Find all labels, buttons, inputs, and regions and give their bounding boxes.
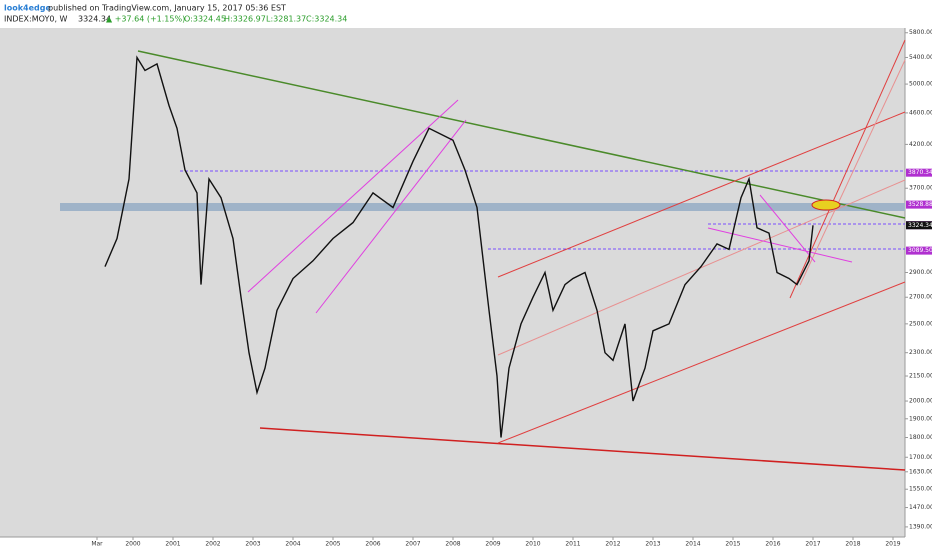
channel-line: [759, 194, 816, 263]
price-label-box: [906, 246, 932, 255]
y-tick-label: 3700.00: [909, 185, 932, 192]
channel-line: [247, 99, 459, 293]
y-tick-label: 4600.00: [909, 109, 932, 116]
symbol: INDEX:MOY0, W: [4, 15, 68, 24]
support-band: [60, 203, 905, 211]
y-tick-label: 2150.00: [909, 373, 932, 380]
x-tick-label: 2017: [805, 541, 820, 548]
y-tick-label: 2900.00: [909, 269, 932, 276]
change: ▲ +37.64 (+1.15%): [106, 15, 185, 24]
x-tick-label: 2010: [525, 541, 540, 548]
trend-line: [259, 427, 906, 471]
x-tick-label: 2011: [565, 541, 580, 548]
x-tick-label: 2013: [645, 541, 660, 548]
y-tick-label: 5800.00: [909, 29, 932, 36]
published: published on TradingView.com, January 15…: [48, 4, 286, 13]
x-tick-label: 2001: [165, 541, 180, 548]
x-tick-label: Mar: [91, 541, 103, 548]
price-label: 3870.34: [908, 169, 932, 176]
open: O:3324.45: [184, 15, 226, 24]
x-tick-label: 2008: [445, 541, 460, 548]
x-tick-label: 2004: [285, 541, 300, 548]
x-tick-label: 2003: [245, 541, 260, 548]
x-tick-label: 2009: [485, 541, 500, 548]
y-tick-label: 2300.00: [909, 349, 932, 356]
x-tick-label: 2006: [365, 541, 380, 548]
y-tick-label: 2000.00: [909, 398, 932, 405]
x-tick-label: 2005: [325, 541, 340, 548]
trend-line: [497, 179, 906, 356]
drawings: [60, 39, 906, 471]
low: L:3281.37: [266, 15, 306, 24]
x-tick-label: 2018: [845, 541, 860, 548]
price-label-box: [906, 200, 932, 209]
y-tick-label: 5400.00: [909, 54, 932, 61]
trend-line: [497, 111, 906, 278]
trend-line: [497, 281, 906, 444]
author: look4edge: [4, 4, 52, 13]
price-label: 3089.50: [908, 247, 932, 254]
y-tick-label: 5000.00: [909, 81, 932, 88]
close: C:3324.34: [306, 15, 347, 24]
highlight: [811, 199, 841, 211]
price-axis: [905, 28, 932, 550]
x-tick-label: 2016: [765, 541, 780, 548]
y-tick-label: 1390.00: [909, 523, 932, 530]
price-label-box: [906, 168, 932, 177]
high: H:3326.97: [224, 15, 266, 24]
y-tick-label: 4200.00: [909, 141, 932, 148]
x-tick-label: 2012: [605, 541, 620, 548]
plot-area: [0, 28, 905, 537]
legend-row: INDEX:MOY0, W 3324.34 ▲ +37.64 (+1.15%) …: [4, 15, 347, 24]
x-tick-label: 2015: [725, 541, 740, 548]
x-tick-label: 2002: [205, 541, 220, 548]
x-tick-label: 2000: [125, 541, 140, 548]
price-label-box: [906, 221, 932, 230]
trend-line: [799, 59, 906, 286]
y-tick-label: 1550.00: [909, 486, 932, 493]
y-tick-label: 2700.00: [909, 294, 932, 301]
price-line: [104, 55, 814, 438]
x-tick-label: 2007: [405, 541, 420, 548]
y-tick-label: 2500.00: [909, 320, 932, 327]
y-tick-label: 1470.00: [909, 504, 932, 511]
y-tick-label: 1800.00: [909, 434, 932, 441]
price-label: 3528.88: [908, 201, 932, 208]
y-tick-label: 1630.00: [909, 468, 932, 475]
y-tick-label: 1900.00: [909, 415, 932, 422]
y-tick-label: 1700.00: [909, 454, 932, 461]
last: 3324.34: [78, 15, 111, 24]
channel-line: [315, 119, 467, 314]
x-tick-label: 2014: [685, 541, 700, 548]
price-label: 3324.34: [908, 222, 932, 229]
trend-line: [137, 50, 906, 219]
x-tick-label: 2019: [885, 541, 900, 548]
